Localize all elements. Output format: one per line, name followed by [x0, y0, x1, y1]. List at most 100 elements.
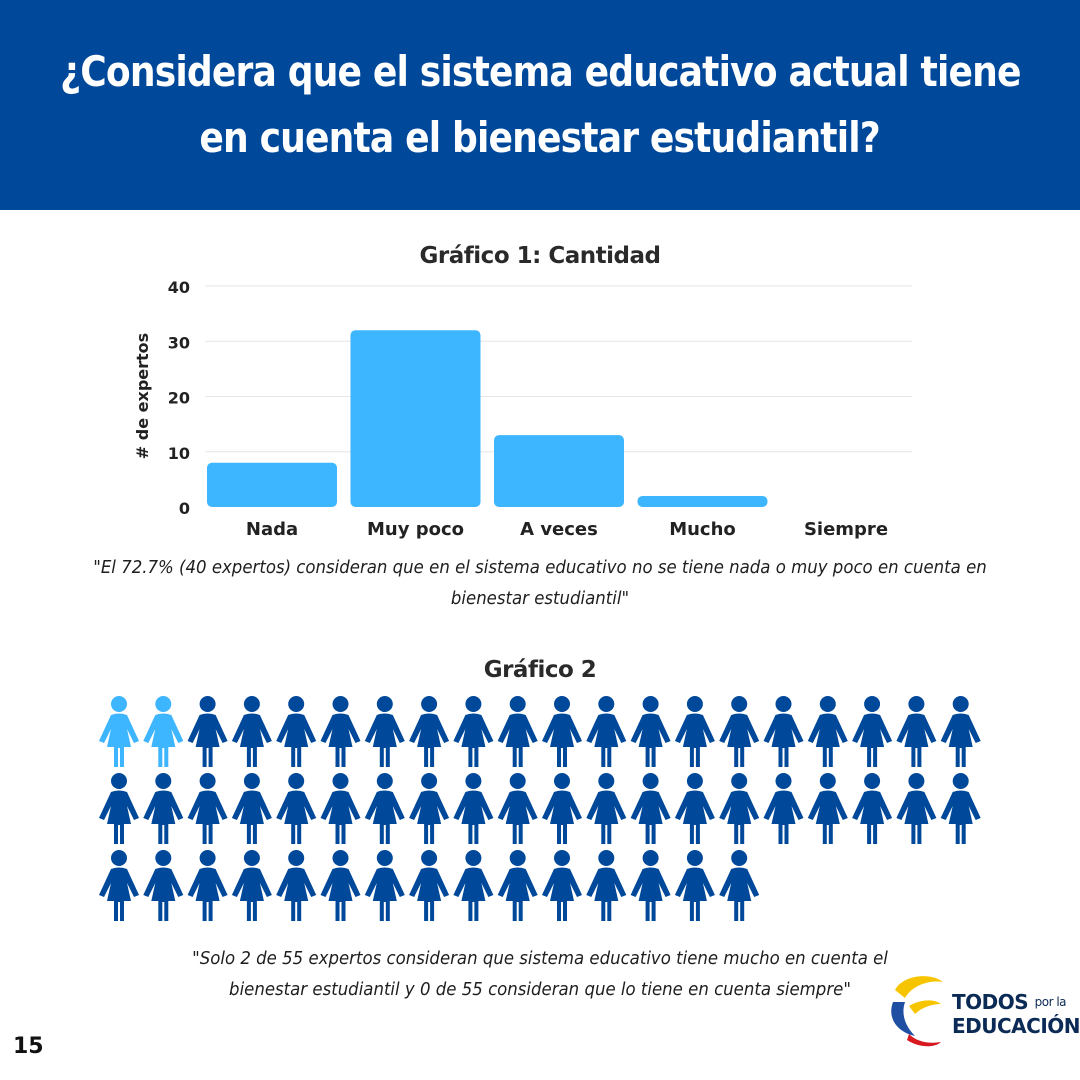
- person-body: [497, 713, 538, 767]
- person-body: [630, 790, 671, 844]
- person-icon: [630, 850, 671, 921]
- person-head: [332, 696, 349, 712]
- logo-word-todos: TODOS: [952, 990, 1029, 1014]
- person-head: [642, 850, 659, 866]
- person-body: [99, 790, 139, 844]
- person-head: [731, 773, 748, 789]
- person-body: [630, 713, 671, 767]
- person-icon: [409, 773, 450, 844]
- person-head: [376, 696, 393, 712]
- person-head: [952, 773, 969, 789]
- pictogram-grid: [99, 696, 981, 921]
- person-body: [719, 713, 760, 767]
- person-head: [332, 850, 349, 866]
- person-body: [276, 867, 317, 921]
- person-head: [686, 850, 703, 866]
- todos-por-la-educacion-logo: [891, 976, 943, 1047]
- person-head: [243, 696, 260, 712]
- quote-2-line-1: "Solo 2 de 55 expertos consideran que si…: [192, 948, 888, 969]
- bar-chart: 0 10 20 30 40 # de expertos Nada Muy poco A vece…: [133, 278, 912, 540]
- person-icon: [276, 850, 317, 921]
- person-head: [465, 850, 482, 866]
- person-head: [509, 696, 526, 712]
- person-icon: [542, 696, 582, 767]
- person-head: [509, 773, 526, 789]
- person-head: [554, 850, 570, 866]
- person-head: [554, 696, 570, 712]
- person-head: [111, 696, 127, 712]
- person-icon: [99, 773, 139, 844]
- person-head: [819, 696, 836, 712]
- y-tick-label: 20: [168, 389, 190, 408]
- person-icon: [896, 696, 937, 767]
- person-body: [231, 867, 272, 921]
- quote-2-line-2: bienestar estudiantil y 0 de 55 consider…: [229, 979, 851, 1000]
- person-icon: [99, 850, 139, 921]
- person-head: [864, 773, 881, 789]
- person-body: [896, 790, 937, 844]
- person-body: [143, 790, 184, 844]
- person-icon: [320, 773, 361, 844]
- bar: [494, 435, 624, 507]
- person-head: [952, 696, 969, 712]
- person-icon: [231, 696, 272, 767]
- person-icon: [143, 773, 184, 844]
- person-icon: [231, 773, 272, 844]
- person-icon: [231, 850, 272, 921]
- person-icon: [852, 696, 893, 767]
- y-axis-label: # de expertos: [133, 333, 152, 459]
- person-body: [409, 713, 450, 767]
- person-icon: [364, 773, 405, 844]
- chart-1-title: Gráfico 1: Cantidad: [419, 243, 661, 269]
- person-body: [231, 713, 272, 767]
- person-head: [288, 773, 305, 789]
- person-icon: [187, 696, 228, 767]
- person-body: [143, 713, 184, 767]
- person-head: [376, 850, 393, 866]
- person-head: [376, 773, 393, 789]
- person-icon: [497, 850, 538, 921]
- person-icon: [99, 696, 139, 767]
- person-icon: [674, 696, 715, 767]
- person-body: [320, 867, 361, 921]
- person-body: [187, 790, 228, 844]
- person-body: [497, 867, 538, 921]
- person-body: [497, 790, 538, 844]
- person-icon: [276, 696, 317, 767]
- person-icon: [187, 850, 228, 921]
- x-tick-label: Nada: [246, 519, 298, 540]
- person-body: [231, 790, 272, 844]
- person-head: [465, 696, 482, 712]
- person-body: [586, 867, 627, 921]
- person-icon: [940, 773, 981, 844]
- person-icon: [187, 773, 228, 844]
- person-icon: [630, 773, 671, 844]
- bar: [350, 330, 481, 507]
- x-tick-label: Siempre: [804, 519, 888, 540]
- person-icon: [586, 773, 627, 844]
- person-head: [332, 773, 349, 789]
- person-icon: [630, 696, 671, 767]
- person-head: [199, 773, 216, 789]
- person-body: [940, 790, 981, 844]
- person-body: [276, 713, 317, 767]
- person-icon: [453, 773, 494, 844]
- person-body: [807, 790, 848, 844]
- person-head: [509, 850, 526, 866]
- person-head: [111, 850, 127, 866]
- person-head: [864, 696, 881, 712]
- person-icon: [497, 773, 538, 844]
- person-head: [288, 850, 305, 866]
- person-icon: [320, 850, 361, 921]
- person-head: [642, 773, 659, 789]
- person-head: [288, 696, 305, 712]
- person-body: [364, 713, 405, 767]
- person-head: [686, 696, 703, 712]
- person-body: [719, 867, 760, 921]
- person-body: [364, 867, 405, 921]
- person-head: [111, 773, 127, 789]
- person-body: [364, 790, 405, 844]
- person-body: [630, 867, 671, 921]
- person-head: [465, 773, 482, 789]
- person-head: [731, 696, 748, 712]
